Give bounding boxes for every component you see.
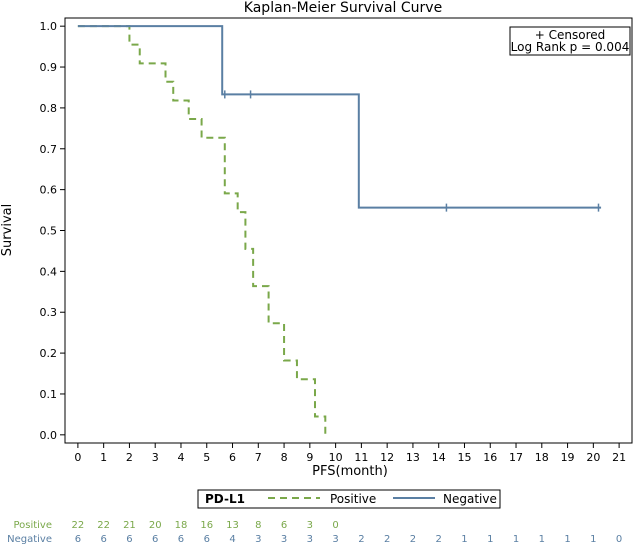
plot-frame [64,17,633,444]
x-tick-label: 4 [177,451,184,464]
x-tick-label: 21 [612,451,626,464]
risk-count-positive: 6 [281,520,287,531]
x-tick-label: 3 [152,451,159,464]
km-curve-negative [77,25,602,209]
censored-note: + Censored [535,28,606,42]
y-tick-label: 0.0 [40,429,58,442]
x-tick-label: 0 [74,451,81,464]
y-tick-label: 0.3 [40,306,58,319]
risk-count-positive: 16 [200,520,213,531]
risk-count-negative: 3 [255,534,261,545]
y-tick-label: 0.4 [40,265,58,278]
risk-count-positive: 20 [149,520,162,531]
risk-table: Positive Negative 22 22 21 20 18 16 13 8 6 3 06 6 6 6… [7,520,622,545]
x-tick-label: 2 [126,451,133,464]
x-tick-label: 20 [586,451,600,464]
x-tick-label: 10 [329,451,343,464]
risk-count-positive: 22 [72,520,85,531]
risk-count-positive: 0 [332,520,338,531]
y-tick-label: 0.6 [40,184,58,197]
chart-title: Kaplan-Meier Survival Curve [244,0,442,16]
risk-count-positive: 22 [97,520,110,531]
x-tick-label: 16 [483,451,497,464]
risk-count-negative: 1 [487,534,493,545]
y-tick-label: 0.1 [40,388,58,401]
risk-count-negative: 1 [590,534,596,545]
x-tick-label: 14 [432,451,446,464]
logrank-note: Log Rank p = 0.004 [511,40,630,54]
risk-count-negative: 1 [461,534,467,545]
km-curve-positive [77,25,327,435]
survival-curves [77,25,602,435]
risk-count-positive: 21 [123,520,136,531]
risk-count-positive: 13 [226,520,239,531]
risk-count-negative: 6 [126,534,132,545]
y-tick-label: 0.7 [40,143,58,156]
x-axis: 0 1 2 3 4 5 6 7 8 9 10 11 12 13 14 15 16 17 18 19 20 21 [74,443,626,464]
y-tick-label: 0.5 [40,225,58,238]
y-axis-title: Survival [0,204,15,256]
risk-count-negative: 6 [152,534,158,545]
risk-count-negative: 2 [384,534,390,545]
risk-count-negative: 2 [436,534,442,545]
risk-count-negative: 1 [513,534,519,545]
risk-count-negative: 6 [100,534,106,545]
legend-positive-label: Positive [330,492,376,506]
x-tick-label: 6 [229,451,236,464]
legend: PD-L1 Positive Negative [197,489,501,509]
y-tick-label: 0.9 [40,61,58,74]
x-tick-label: 1 [100,451,107,464]
y-tick-label: 0.2 [40,347,58,360]
x-tick-label: 9 [306,451,313,464]
x-tick-label: 18 [535,451,549,464]
risk-count-negative: 4 [229,534,235,545]
y-axis: 0.0 0.1 0.2 0.3 0.4 0.5 0.6 0.7 0.8 0.9 1.0 [40,20,65,442]
x-axis-title: PFS(month) [312,464,388,479]
x-tick-label: 15 [457,451,471,464]
annotation-box: + Censored Log Rank p = 0.004 [509,26,631,56]
y-tick-label: 1.0 [40,20,58,33]
x-tick-label: 5 [203,451,210,464]
x-tick-label: 17 [509,451,523,464]
risk-count-negative: 2 [358,534,364,545]
risk-count-negative: 6 [178,534,184,545]
legend-frame [197,489,501,509]
x-tick-label: 12 [380,451,394,464]
x-tick-label: 8 [281,451,288,464]
x-tick-label: 7 [255,451,262,464]
legend-negative-label: Negative [443,492,497,506]
x-tick-label: 19 [561,451,575,464]
legend-title: PD-L1 [205,492,245,506]
risk-count-positive: 8 [255,520,261,531]
risk-count-negative: 3 [307,534,313,545]
risk-count-negative: 1 [564,534,570,545]
risk-count-negative: 3 [332,534,338,545]
risk-row-label-positive: Positive [13,520,52,531]
risk-count-negative: 2 [410,534,416,545]
x-tick-label: 11 [354,451,368,464]
risk-count-negative: 1 [539,534,545,545]
risk-count-positive: 3 [307,520,313,531]
risk-count-negative: 6 [204,534,210,545]
risk-count-negative: 3 [281,534,287,545]
y-tick-label: 0.8 [40,102,58,115]
risk-row-label-negative: Negative [7,534,52,545]
risk-count-positive: 18 [175,520,188,531]
risk-count-negative: 0 [616,534,622,545]
risk-count-negative: 6 [75,534,81,545]
annotation-frame [509,26,631,56]
x-tick-label: 13 [406,451,420,464]
